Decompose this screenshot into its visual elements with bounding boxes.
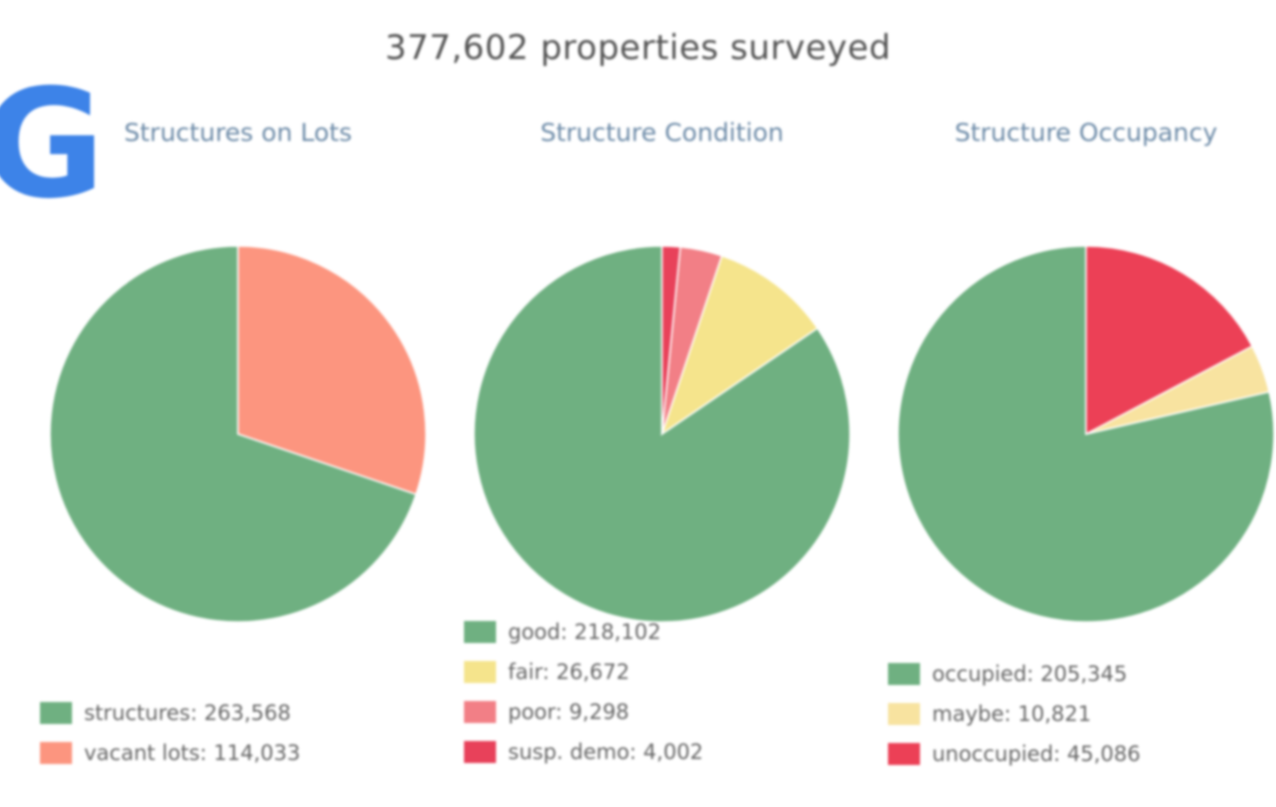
- legend-item[interactable]: vacant lots: 114,033: [40, 733, 300, 773]
- legend-item[interactable]: fair: 26,672: [464, 652, 703, 692]
- legend-swatch: [888, 663, 920, 685]
- legend-label: poor: 9,298: [508, 700, 630, 724]
- chart-title-structures-on-lots: Structures on Lots: [124, 118, 352, 147]
- legend-label: good: 218,102: [508, 620, 661, 644]
- legend-swatch: [464, 661, 496, 683]
- legend-swatch: [40, 702, 72, 724]
- legend-label: occupied: 205,345: [932, 662, 1128, 686]
- legend-label: fair: 26,672: [508, 660, 630, 684]
- legend-item[interactable]: maybe: 10,821: [888, 694, 1141, 734]
- legend-structure-condition: good: 218,102 fair: 26,672 poor: 9,298 susp…: [464, 612, 703, 772]
- legend-swatch: [40, 742, 72, 764]
- legend-structures-on-lots: structures: 263,568 vacant lots: 114,033: [40, 693, 300, 773]
- legend-item[interactable]: occupied: 205,345: [888, 654, 1141, 694]
- pie-slice-0-vacant-lots[interactable]: [237, 245, 427, 496]
- legend-label: structures: 263,568: [84, 701, 291, 725]
- legend-swatch: [464, 701, 496, 723]
- legend-item[interactable]: structures: 263,568: [40, 693, 300, 733]
- legend-swatch: [464, 621, 496, 643]
- chart-title-structure-occupancy: Structure Occupancy: [954, 118, 1218, 147]
- page-title: 377,602 properties surveyed: [384, 28, 892, 68]
- legend-item[interactable]: susp. demo: 4,002: [464, 732, 703, 772]
- legend-swatch: [464, 741, 496, 763]
- legend-label: vacant lots: 114,033: [84, 741, 301, 765]
- legend-label: susp. demo: 4,002: [508, 740, 704, 764]
- pie-slice-2-unoccupied[interactable]: [1085, 245, 1254, 436]
- legend-item[interactable]: good: 218,102: [464, 612, 703, 652]
- legend-item[interactable]: poor: 9,298: [464, 692, 703, 732]
- legend-label: unoccupied: 45,086: [932, 742, 1141, 766]
- logo-g-glyph: G: [0, 58, 106, 232]
- pie-slice-1-susp-demo[interactable]: [661, 245, 682, 435]
- legend-item[interactable]: unoccupied: 45,086: [888, 734, 1141, 774]
- legend-label: maybe: 10,821: [932, 702, 1092, 726]
- legend-swatch: [888, 743, 920, 765]
- legend-structure-occupancy: occupied: 205,345 maybe: 10,821 unoccupied…: [888, 654, 1141, 774]
- pie-slice-1-fair[interactable]: [660, 254, 819, 436]
- pie-slice-0-structures[interactable]: [49, 245, 418, 623]
- chart-title-structure-condition: Structure Condition: [540, 118, 784, 147]
- legend-swatch: [888, 703, 920, 725]
